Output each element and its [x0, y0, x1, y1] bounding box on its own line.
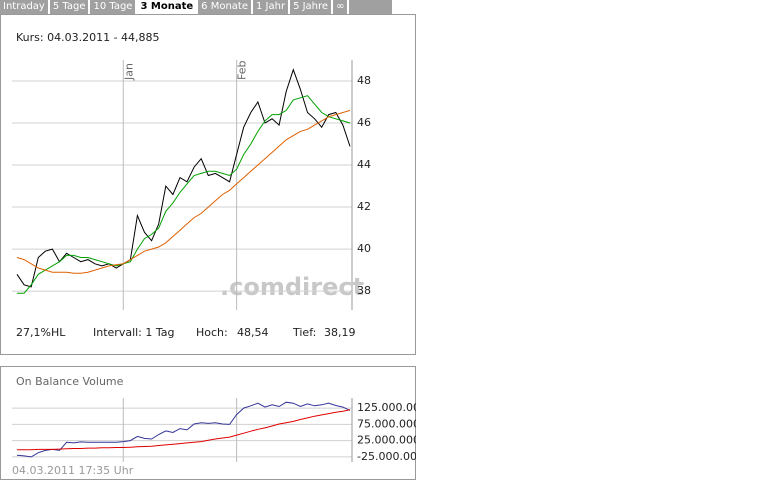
- tab[interactable]: 1 Jahr: [253, 0, 291, 14]
- tab[interactable]: 6 Monate: [198, 0, 253, 14]
- panel-border: [0, 14, 416, 355]
- panel-border: [0, 366, 416, 480]
- stat: 38,19: [324, 326, 356, 339]
- y-tick-label: 48: [357, 74, 371, 87]
- tab[interactable]: 3 Monate: [137, 0, 199, 14]
- tab-bar: Intraday 5 Tage 10 Tage 3 Monate 6 Monate 1 J…: [0, 0, 392, 14]
- series-line: [17, 409, 351, 451]
- y-tick-label: 42: [357, 200, 371, 213]
- tab[interactable]: Intraday: [0, 0, 50, 14]
- y-tick-label: 44: [357, 158, 371, 171]
- x-tick-label: Jan: [122, 63, 135, 81]
- chart-title: On Balance Volume: [16, 375, 124, 388]
- tab[interactable]: 5 Tage: [50, 0, 91, 14]
- series-line: [16, 109, 351, 274]
- y-tick-label: 46: [357, 116, 371, 129]
- series-line: [17, 95, 351, 294]
- y-tick-label: 40: [357, 242, 371, 255]
- tab[interactable]: ∞: [333, 0, 350, 14]
- stat: Hoch:: [196, 326, 228, 339]
- tab[interactable]: 10 Tage: [90, 0, 138, 14]
- stat: 27,1%HL: [16, 326, 66, 339]
- chart: 125.000.000 75.000.000 25.000.000 -25.000.0…: [12, 398, 427, 463]
- stat: 48,54: [237, 326, 269, 339]
- y-tick-label: 125.000.000: [357, 401, 427, 414]
- watermark: .comdirect: [220, 273, 364, 301]
- timestamp: 04.03.2011 17:35 Uhr: [12, 464, 134, 477]
- stat: Tief:: [292, 326, 316, 339]
- stat: Intervall: 1 Tag: [93, 326, 175, 339]
- quote-title: Kurs: 04.03.2011 - 44,885: [16, 31, 160, 44]
- series-line: [16, 68, 351, 288]
- y-tick-label: 38: [357, 284, 371, 297]
- y-tick-label: 25.000.000: [357, 434, 420, 447]
- y-tick-label: -25.000.000: [357, 450, 424, 463]
- x-tick-label: Feb: [236, 61, 249, 80]
- tab[interactable]: 5 Jahre: [290, 0, 334, 14]
- y-tick-label: 75.000.000: [357, 417, 420, 430]
- chart: 38 40 42 44 46 48 Jan Feb: [12, 60, 371, 310]
- series-line: [16, 401, 351, 458]
